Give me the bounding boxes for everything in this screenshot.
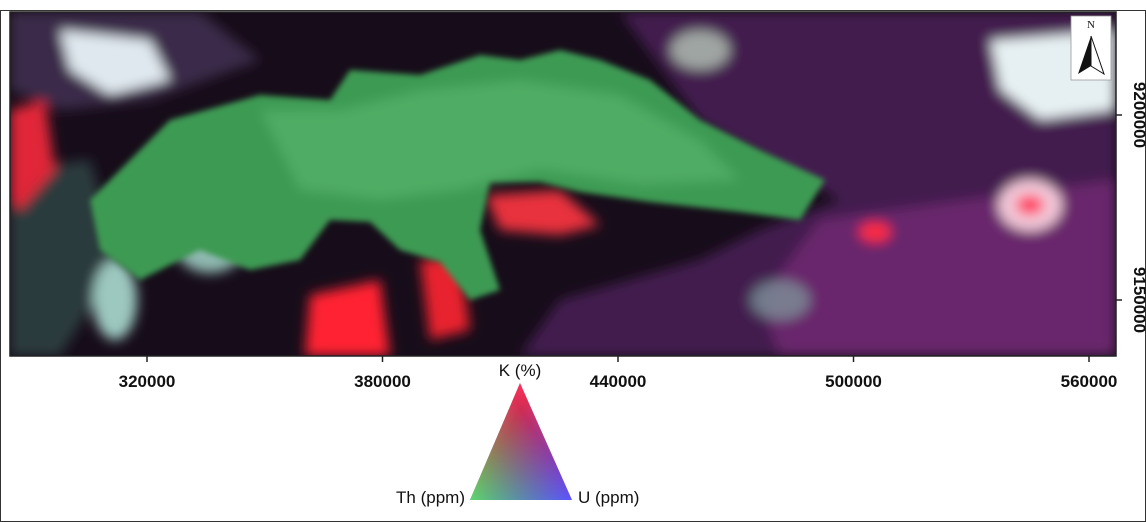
legend-u: U (ppm) (578, 488, 639, 507)
x-tick-label: 560000 (1061, 372, 1118, 391)
legend-th: Th (ppm) (396, 488, 465, 507)
x-tick-label: 440000 (590, 372, 647, 391)
y-tick-label: 9200000 (1130, 82, 1146, 148)
north-arrow: N (1071, 16, 1111, 80)
legend-k: K (%) (499, 361, 542, 380)
x-axis: 320000 380000 440000 500000 560000 (119, 356, 1118, 391)
y-tick-label: 9150000 (1130, 267, 1146, 333)
north-label: N (1087, 19, 1095, 31)
x-tick-label: 500000 (825, 372, 882, 391)
x-tick-label: 380000 (354, 372, 411, 391)
map-image (10, 12, 1116, 356)
page: N 320000 380000 440000 500000 560000 9200000… (0, 0, 1146, 522)
y-axis: 9200000 9150000 (1116, 82, 1146, 333)
x-tick-label: 320000 (119, 372, 176, 391)
